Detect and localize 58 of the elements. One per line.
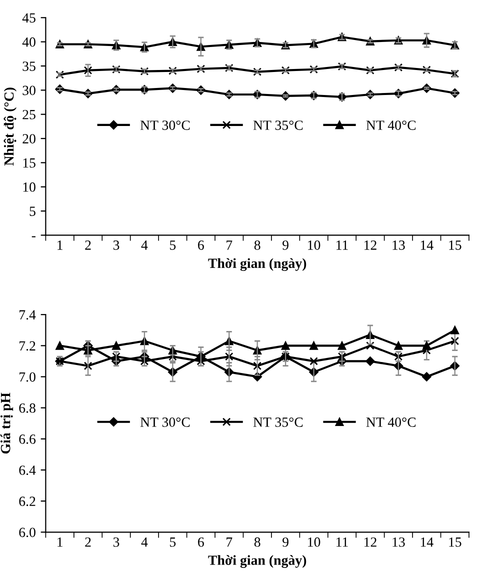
y-tick-label: 6.6 — [19, 434, 36, 444]
x-axis-title: Thời gian (ngày) — [208, 555, 306, 568]
x-tick-label: 2 — [85, 537, 91, 547]
x-tick-label: 7 — [226, 538, 232, 547]
x-tick-label: 1 — [58, 240, 62, 250]
x-tick-label: 11 — [336, 240, 348, 250]
y-axis-title: Nhiệt độ (°C) — [4, 88, 17, 166]
x-tick-label: 5 — [170, 538, 176, 547]
x-tick-label: 4 — [141, 240, 148, 250]
y-tick-label: 7.0 — [20, 372, 36, 382]
x-tick-label: 8 — [254, 240, 260, 250]
legend-label: NT 40°C — [366, 418, 416, 427]
y-tick-label: 5 — [30, 206, 36, 216]
x-tick-label: 10 — [308, 537, 320, 547]
y-tick-label: 40 — [22, 37, 36, 47]
y-tick-label: 6.0 — [19, 528, 36, 538]
y-axis-title: Giá trị pH — [0, 392, 14, 454]
y-tick-label: 7.2 — [20, 341, 36, 351]
legend-label: NT 40°C — [366, 120, 416, 130]
y-tick-label: 7.4 — [20, 310, 36, 320]
x-tick-label: 8 — [254, 537, 260, 547]
legend-label: NT 35°C — [253, 120, 303, 130]
legend-label: NT 30°C — [140, 120, 190, 130]
y-tick-label: 10 — [23, 182, 36, 192]
legend-label: NT 30°C — [140, 418, 190, 427]
y-tick-label: 35 — [22, 62, 36, 71]
y-tick-label: 45 — [22, 13, 36, 23]
y-tick-label: 30 — [22, 86, 36, 96]
x-tick-label: 10 — [308, 240, 320, 250]
x-tick-label: 15 — [449, 537, 462, 547]
y-tick-label: 25 — [22, 110, 36, 120]
y-tick-label: - — [32, 236, 36, 238]
y-tick-label: 6.4 — [19, 466, 36, 475]
x-tick-label: 2 — [85, 240, 91, 250]
x-tick-label: 13 — [392, 240, 405, 250]
x-tick-label: 12 — [364, 240, 376, 250]
x-tick-label: 15 — [449, 240, 462, 250]
x-tick-label: 6 — [198, 537, 204, 547]
x-tick-label: 12 — [364, 537, 376, 547]
y-tick-label: 15 — [23, 158, 36, 168]
x-tick-label: 9 — [282, 537, 288, 547]
x-tick-label: 3 — [113, 240, 120, 250]
x-tick-label: 14 — [420, 537, 434, 547]
x-tick-label: 14 — [420, 240, 434, 250]
x-tick-label: 6 — [198, 240, 204, 250]
y-tick-label: 6.2 — [19, 496, 36, 506]
x-tick-label: 4 — [141, 537, 148, 547]
x-axis-title: Thời gian (ngày) — [208, 258, 306, 271]
y-tick-label: 20 — [22, 134, 36, 144]
x-tick-label: 11 — [336, 537, 348, 547]
x-tick-label: 3 — [113, 537, 120, 547]
x-tick-label: 7 — [226, 240, 232, 250]
x-tick-label: 1 — [58, 537, 62, 547]
x-tick-label: 5 — [170, 240, 176, 250]
legend-label: NT 35°C — [253, 418, 303, 427]
x-tick-label: 9 — [282, 240, 288, 250]
y-tick-label: 6.8 — [19, 403, 36, 413]
x-tick-label: 13 — [392, 537, 405, 547]
